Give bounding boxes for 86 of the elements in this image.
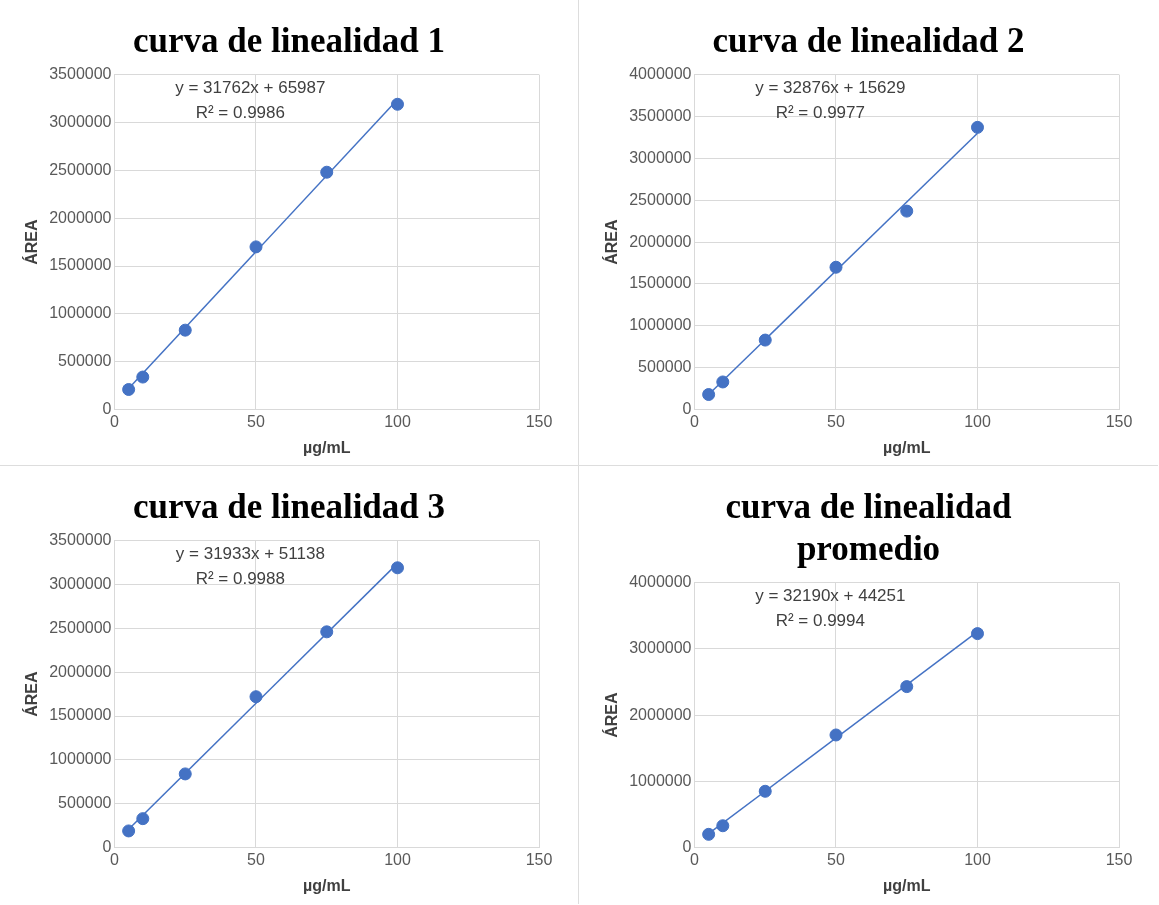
point <box>320 625 334 639</box>
point <box>715 819 729 833</box>
point <box>758 784 772 798</box>
annotation: R² = 0.9988 <box>195 569 285 589</box>
y-tick-label: 2500000 <box>49 618 112 636</box>
point <box>391 561 404 575</box>
y-tick-label: 4000000 <box>628 65 692 83</box>
point <box>320 165 334 179</box>
y-tick-label: 500000 <box>58 352 112 370</box>
x-tick-label: 50 <box>247 850 265 868</box>
chart-title: curva de linealidad 1 <box>132 20 446 62</box>
point <box>122 824 136 838</box>
point <box>122 383 136 396</box>
point <box>136 370 150 384</box>
point <box>249 240 263 254</box>
y-tick-label: 2000000 <box>49 208 112 226</box>
point <box>391 97 404 111</box>
x-tick-label: 150 <box>525 412 553 430</box>
y-tick-label: 0 <box>682 400 692 418</box>
x-tick-label: 150 <box>525 850 553 868</box>
x-tick-label: 150 <box>1105 412 1132 430</box>
annotation: y = 32190x + 44251 <box>754 586 905 606</box>
x-axis-title: µg/mL <box>303 876 351 894</box>
x-tick-label: 50 <box>826 850 845 868</box>
y-tick-label: 2500000 <box>49 160 112 178</box>
point <box>970 120 984 134</box>
y-tick-label: 1500000 <box>49 706 112 724</box>
chart-title: curva de linealidad 2 <box>712 20 1025 62</box>
y-tick-label: 3000000 <box>49 112 112 130</box>
x-tick-label: 100 <box>963 850 991 868</box>
y-tick-label: 4000000 <box>628 573 692 591</box>
annotation: y = 31933x + 51138 <box>175 544 325 564</box>
y-tick-label: 0 <box>102 838 112 856</box>
point <box>701 388 715 402</box>
x-tick-label: 50 <box>247 412 265 430</box>
point <box>828 728 842 742</box>
chart-title: curva de linealidad promedio <box>724 486 1013 570</box>
y-tick-label: 1000000 <box>49 304 112 322</box>
x-axis-title: µg/mL <box>882 438 931 456</box>
y-axis-title: ÁREA <box>601 691 620 738</box>
y-tick-label: 3000000 <box>628 148 692 166</box>
y-tick-label: 2000000 <box>628 705 692 723</box>
point <box>828 260 842 274</box>
y-tick-label: 0 <box>102 400 112 418</box>
y-tick-label: 3000000 <box>49 574 112 592</box>
point <box>249 690 263 704</box>
chart-title: curva de linealidad 3 <box>132 486 446 528</box>
y-tick-label: 500000 <box>58 794 112 812</box>
y-tick-label: 500000 <box>637 358 692 376</box>
annotation: R² = 0.9994 <box>775 611 865 631</box>
y-tick-label: 2000000 <box>49 662 112 680</box>
y-axis-title: ÁREA <box>601 218 620 265</box>
y-tick-label: 3000000 <box>628 639 692 657</box>
point <box>899 680 913 694</box>
x-axis-title: µg/mL <box>882 876 931 894</box>
y-tick-label: 1000000 <box>628 316 692 334</box>
point <box>970 627 984 641</box>
annotation: y = 31762x + 65987 <box>175 78 326 98</box>
y-tick-label: 1000000 <box>49 750 112 768</box>
point <box>178 323 192 337</box>
point <box>715 375 729 389</box>
x-tick-label: 100 <box>384 412 411 430</box>
x-tick-label: 100 <box>963 412 991 430</box>
y-axis-title: ÁREA <box>22 670 41 717</box>
annotation: y = 32876x + 15629 <box>754 78 905 98</box>
y-tick-label: 2500000 <box>628 190 692 208</box>
annotation: R² = 0.9977 <box>775 103 865 123</box>
y-axis-title: ÁREA <box>22 218 41 265</box>
x-tick-label: 150 <box>1105 850 1132 868</box>
y-tick-label: 2000000 <box>628 232 692 250</box>
point <box>178 767 192 781</box>
annotation: R² = 0.9986 <box>195 103 285 123</box>
y-tick-label: 3500000 <box>628 106 692 124</box>
point <box>758 333 772 347</box>
point <box>899 204 913 218</box>
x-tick-label: 100 <box>384 850 411 868</box>
x-axis-title: µg/mL <box>303 438 351 456</box>
point <box>136 812 150 826</box>
point <box>701 827 715 841</box>
y-tick-label: 1000000 <box>628 771 692 789</box>
x-tick-label: 50 <box>826 412 845 430</box>
y-tick-label: 0 <box>682 838 692 856</box>
y-tick-label: 1500000 <box>49 256 112 274</box>
y-tick-label: 1500000 <box>628 274 692 292</box>
y-tick-label: 3500000 <box>49 531 112 549</box>
y-tick-label: 3500000 <box>49 65 112 83</box>
